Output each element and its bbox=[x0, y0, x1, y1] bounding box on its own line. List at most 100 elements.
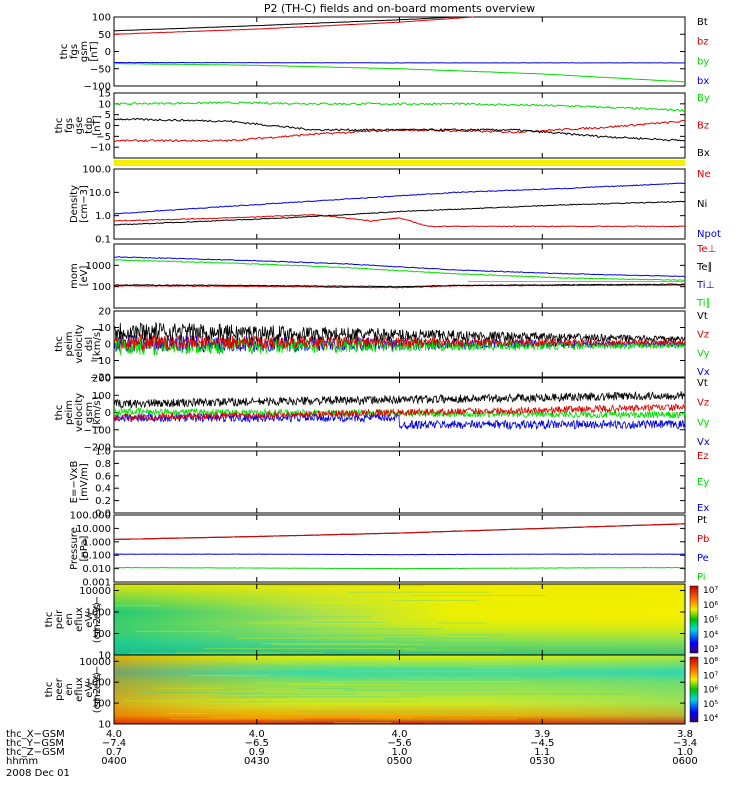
y-tick-label: 20 bbox=[98, 307, 111, 318]
y-tick-label: 10 bbox=[98, 651, 111, 662]
series-line-Vz bbox=[113, 334, 686, 352]
legend-Vy: Vy bbox=[697, 348, 710, 359]
y-tick-label: 100 bbox=[92, 391, 111, 402]
y-axis-label: gsm bbox=[84, 402, 95, 423]
legend-Te∥: Te∥ bbox=[696, 262, 713, 273]
legend-Vx: Vx bbox=[697, 437, 710, 448]
y-tick-label: 10 bbox=[98, 323, 111, 334]
legend-By: By bbox=[697, 93, 710, 104]
legend-Ti⊥: Ti⊥ bbox=[696, 280, 714, 291]
x-tick-label: −5.6 bbox=[387, 738, 411, 749]
y-tick-label: 1.000 bbox=[82, 537, 111, 548]
legend-Pe: Pe bbox=[697, 553, 709, 564]
y-tick-label: 15 bbox=[98, 89, 111, 100]
legend-bx: bx bbox=[697, 76, 709, 87]
legend-Vz: Vz bbox=[697, 330, 709, 341]
x-tick-label: 0430 bbox=[244, 756, 269, 767]
y-axis-label: [cm−3] bbox=[79, 185, 90, 223]
colorbar-tick-label: 10⁴ bbox=[703, 630, 718, 640]
y-tick-label: 10.0 bbox=[89, 188, 111, 199]
y-axis-label: peim bbox=[64, 331, 75, 356]
y-axis-label: peer bbox=[54, 677, 65, 701]
y-tick-label: 10000 bbox=[79, 586, 111, 597]
y-axis-label: [nT] bbox=[92, 115, 103, 135]
series-line-Pi bbox=[113, 566, 686, 570]
y-axis-label: thc bbox=[59, 44, 70, 60]
y-tick-label: 100 bbox=[92, 629, 111, 640]
y-axis-label: velocity bbox=[74, 324, 85, 363]
colorbar bbox=[689, 585, 699, 654]
colorbar-tick-label: 10⁸ bbox=[703, 657, 718, 667]
y-tick-label: 10 bbox=[98, 720, 111, 731]
y-tick-label: 0 bbox=[105, 408, 111, 419]
y-tick-label: 0.100 bbox=[82, 551, 111, 562]
panel-fgs_gsm: 100 50 0 −50 −100 thc fgs gsm [nT] Bt bz by bx bbox=[59, 13, 709, 93]
y-axis-label: gse bbox=[74, 117, 85, 135]
legend-Ez: Ez bbox=[697, 451, 709, 462]
panel-peim_velocity_dsl: 20 10 0 −10 −20 thc peim velocity dsl[km/s] Vt Vz V… bbox=[54, 307, 710, 384]
colorbar-tick-label: 10⁵ bbox=[703, 700, 718, 710]
colorbar-tick-label: 10⁴ bbox=[703, 714, 718, 724]
series-line-Ti∥ bbox=[113, 259, 686, 281]
x-tick-label: −4.5 bbox=[530, 738, 554, 749]
y-tick-label: −10 bbox=[90, 143, 111, 154]
x-tick-label: 4.0 bbox=[249, 729, 265, 740]
legend-Bt: Bt bbox=[697, 17, 708, 28]
x-tick-label: 0.9 bbox=[249, 747, 265, 758]
legend-Pb: Pb bbox=[697, 534, 709, 545]
y-tick-label: 50 bbox=[98, 30, 111, 41]
x-axis-table: thc_X−GSMthc_Y−GSMthc_Z−GSMhhmm4.0−7.40.… bbox=[6, 729, 698, 779]
y-tick-label: 0.010 bbox=[82, 564, 111, 575]
panel-peer_spectrogram bbox=[114, 655, 685, 724]
series-line-Te⊥ bbox=[113, 284, 686, 289]
series-line-bz bbox=[113, 16, 474, 35]
y-tick-label: 1000 bbox=[86, 607, 111, 618]
legend-Npot: Npot bbox=[697, 229, 721, 240]
x-tick-label: 4.0 bbox=[106, 729, 122, 740]
series-line-Bz bbox=[113, 119, 686, 143]
legend-Bx: Bx bbox=[697, 148, 710, 159]
y-tick-label: −50 bbox=[90, 64, 111, 75]
panel-peer_spectrogram: 10000 1000 100 10 thc peer en eflux eV/(cm2−s−sr… bbox=[44, 654, 718, 731]
colorbar-tick-label: 10⁷ bbox=[703, 586, 718, 596]
y-axis-label: thc bbox=[54, 405, 65, 421]
series-line-bx bbox=[114, 61, 685, 64]
legend-Ne: Ne bbox=[697, 169, 711, 180]
y-tick-label: 100 bbox=[92, 282, 111, 293]
legend-Pi: Pi bbox=[697, 572, 706, 583]
y-axis-label: [nT] bbox=[89, 41, 100, 61]
series-line-Pe bbox=[113, 553, 686, 556]
y-axis-label: velocity bbox=[74, 393, 85, 432]
x-tick-label: 1.0 bbox=[392, 747, 408, 758]
y-axis-label: (cm2−s− bbox=[92, 666, 103, 713]
legend-Vt: Vt bbox=[697, 378, 708, 389]
x-tick-label: 0.7 bbox=[106, 747, 122, 758]
y-axis-label: eflux bbox=[74, 677, 85, 702]
colorbar-tick-label: 10⁵ bbox=[703, 616, 718, 626]
legend-Bz: Bz bbox=[697, 121, 709, 132]
series-line-Bt bbox=[113, 16, 457, 32]
x-row-label: thc_Y−GSM bbox=[6, 738, 64, 749]
y-tick-label: 200 bbox=[92, 374, 111, 385]
colorbar-tick-label: 10⁶ bbox=[703, 601, 718, 611]
y-axis-label: eV/ bbox=[84, 681, 95, 698]
y-axis-label: (cm2−s− bbox=[92, 596, 103, 643]
y-axis-label: fgs bbox=[69, 44, 80, 59]
y-tick-label: 0.2 bbox=[95, 496, 111, 507]
y-axis-label: E=−VxB bbox=[69, 461, 80, 504]
colorbar-tick-label: 10⁶ bbox=[703, 686, 718, 696]
x-tick-label: 0530 bbox=[530, 756, 555, 767]
y-tick-label: 0 bbox=[105, 121, 111, 132]
series-line-Vt bbox=[113, 322, 686, 343]
y-axis-label: mom bbox=[69, 263, 80, 289]
y-tick-label: 1.0 bbox=[95, 447, 111, 458]
y-axis-label: peim bbox=[64, 400, 75, 425]
series-line-Bx bbox=[113, 117, 686, 142]
legend-Ni: Ni bbox=[697, 199, 707, 210]
y-tick-label: −10 bbox=[90, 356, 111, 367]
y-tick-label: −100 bbox=[84, 425, 111, 436]
panel-temperature: 1000 100 mom [eV] Te⊥ Te∥ Ti⊥ Ti∥ bbox=[69, 243, 716, 309]
chart-title: P2 (TH-C) fields and on-board moments ov… bbox=[264, 2, 535, 15]
x-tick-label: 1.1 bbox=[534, 747, 550, 758]
